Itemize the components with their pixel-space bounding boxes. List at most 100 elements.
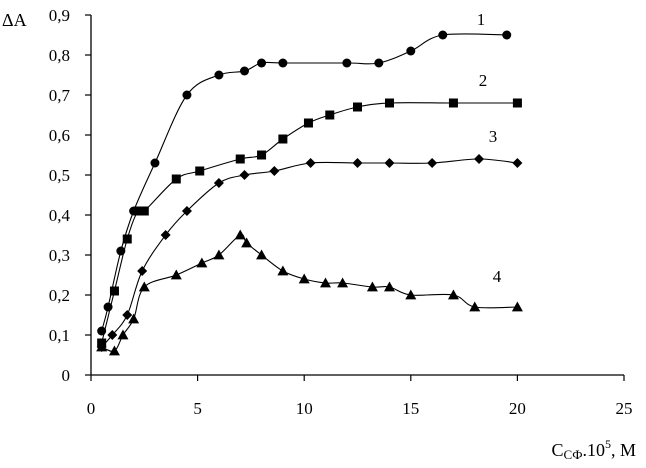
series-1-line bbox=[101, 33, 507, 332]
triangle-marker bbox=[383, 281, 395, 292]
triangle-marker bbox=[366, 281, 378, 292]
diamond-marker bbox=[122, 310, 133, 320]
x-axis-title-part: , M bbox=[611, 440, 636, 460]
series-4-label: 4 bbox=[493, 267, 502, 286]
series-2-line bbox=[101, 102, 518, 344]
circle-marker bbox=[182, 90, 192, 100]
diamond-marker bbox=[213, 178, 224, 188]
y-tick-label: 0,2 bbox=[49, 286, 70, 305]
triangle-marker bbox=[196, 257, 208, 268]
triangle-marker bbox=[405, 289, 417, 300]
triangle-marker bbox=[447, 289, 459, 300]
circle-marker bbox=[502, 30, 512, 40]
square-marker bbox=[235, 154, 245, 164]
diamond-marker bbox=[269, 166, 280, 176]
x-axis-title: CСФ.105, M bbox=[552, 437, 636, 462]
circle-marker bbox=[438, 30, 448, 40]
series-2-label: 2 bbox=[479, 71, 488, 90]
circle-marker bbox=[257, 58, 267, 68]
triangle-marker bbox=[108, 345, 120, 356]
triangle-marker bbox=[241, 237, 253, 248]
y-tick-label: 0 bbox=[62, 366, 71, 385]
circle-marker bbox=[406, 46, 416, 56]
y-tick-label: 0,8 bbox=[49, 46, 70, 65]
series-group bbox=[96, 30, 523, 356]
square-marker bbox=[448, 98, 458, 108]
triangle-marker bbox=[337, 277, 349, 288]
square-marker bbox=[171, 174, 181, 184]
circle-marker bbox=[240, 66, 250, 76]
series-2 bbox=[97, 98, 522, 348]
series-3 bbox=[96, 154, 523, 352]
x-axis-title-part: 5 bbox=[605, 437, 611, 451]
y-tick-label: 0,7 bbox=[49, 86, 71, 105]
triangle-marker bbox=[469, 301, 481, 312]
square-marker bbox=[325, 110, 335, 120]
square-marker bbox=[384, 98, 394, 108]
triangle-marker bbox=[96, 341, 108, 352]
y-axis-title: ΔA bbox=[2, 10, 27, 30]
square-marker bbox=[512, 98, 522, 108]
x-axis-title-part: C bbox=[552, 440, 564, 460]
square-marker bbox=[303, 118, 313, 128]
diamond-marker bbox=[160, 230, 171, 240]
x-tick-label: 10 bbox=[296, 399, 313, 418]
circle-marker bbox=[374, 58, 384, 68]
diamond-marker bbox=[239, 170, 250, 180]
square-marker bbox=[139, 206, 149, 216]
diamond-marker bbox=[384, 158, 395, 168]
circle-marker bbox=[342, 58, 352, 68]
x-tick-label: 20 bbox=[509, 399, 526, 418]
diamond-marker bbox=[427, 158, 438, 168]
x-axis-title-part: .10 bbox=[582, 440, 605, 460]
y-tick-label: 0,1 bbox=[49, 326, 70, 345]
triangle-marker bbox=[234, 229, 246, 240]
triangle-marker bbox=[170, 269, 182, 280]
y-tick-label: 0,3 bbox=[49, 246, 70, 265]
square-marker bbox=[195, 166, 205, 176]
triangle-marker bbox=[298, 273, 310, 284]
series-3-label: 3 bbox=[489, 127, 498, 146]
triangle-marker bbox=[213, 249, 225, 260]
circle-marker bbox=[150, 158, 160, 168]
circle-marker bbox=[214, 70, 224, 80]
triangle-marker bbox=[277, 265, 289, 276]
square-marker bbox=[109, 286, 119, 296]
y-tick-label: 0,5 bbox=[49, 166, 70, 185]
series-1 bbox=[97, 30, 512, 336]
circle-marker bbox=[278, 58, 288, 68]
square-marker bbox=[133, 206, 143, 216]
triangle-marker bbox=[138, 281, 150, 292]
triangle-marker bbox=[256, 249, 268, 260]
diamond-marker bbox=[137, 266, 148, 276]
square-marker bbox=[353, 102, 362, 112]
square-marker bbox=[122, 234, 132, 244]
square-marker bbox=[278, 134, 288, 144]
x-tick-label: 0 bbox=[87, 399, 96, 418]
triangle-marker bbox=[128, 313, 140, 324]
diamond-marker bbox=[305, 158, 316, 168]
axes: 0 5 10 15 20 25 0 0,1 0,2 0,3 0,4 0,5 0,6 0,7 0,8 0,9 bbox=[49, 6, 633, 418]
diamond-marker bbox=[181, 206, 192, 216]
triangle-marker bbox=[511, 301, 523, 312]
y-tick-label: 0,9 bbox=[49, 6, 70, 25]
triangle-marker bbox=[320, 277, 332, 288]
series-4 bbox=[96, 229, 523, 356]
x-tick-label: 15 bbox=[402, 399, 419, 418]
x-axis-title-part: СФ bbox=[564, 447, 583, 462]
x-tick-label: 25 bbox=[616, 399, 633, 418]
y-tick-label: 0,4 bbox=[49, 206, 71, 225]
series-3-line bbox=[101, 158, 518, 348]
series-1-label: 1 bbox=[477, 10, 486, 29]
diamond-marker bbox=[107, 330, 118, 340]
triangle-marker bbox=[117, 329, 129, 340]
x-tick-label: 5 bbox=[193, 399, 202, 418]
square-marker bbox=[257, 150, 267, 160]
diamond-marker bbox=[352, 158, 363, 168]
y-tick-label: 0,6 bbox=[49, 126, 70, 145]
diamond-marker bbox=[474, 154, 485, 164]
diamond-marker bbox=[512, 158, 523, 168]
